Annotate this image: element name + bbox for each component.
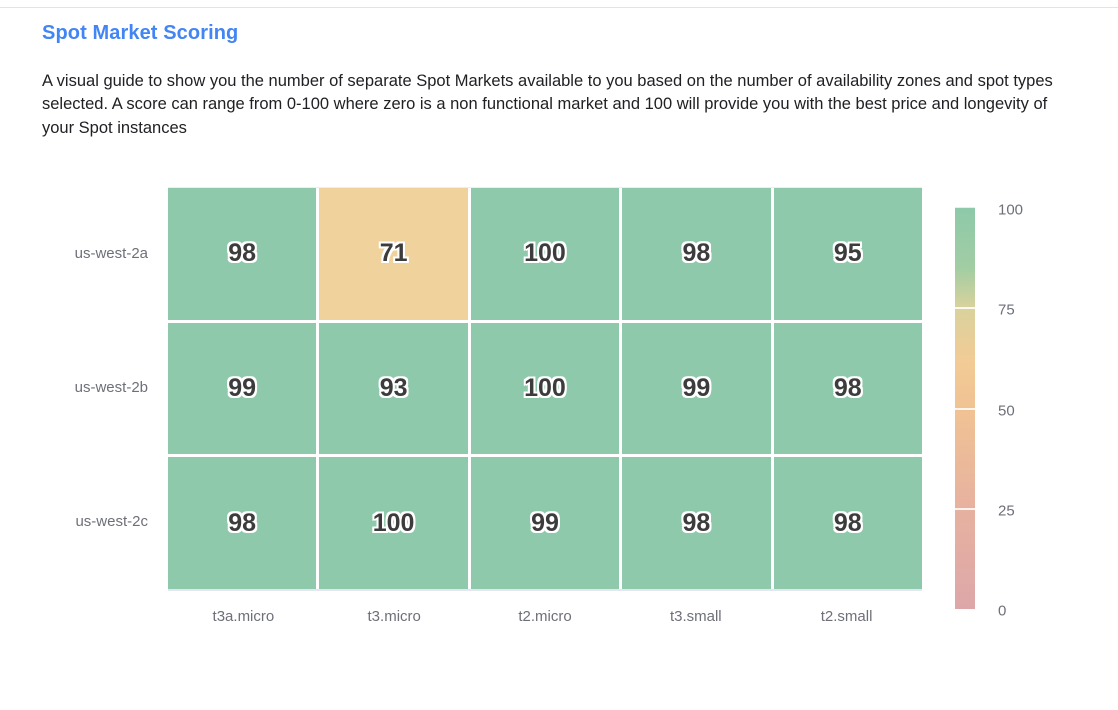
cell-value: 99 xyxy=(531,508,559,537)
heatmap-cell[interactable]: 98 xyxy=(773,457,922,589)
colorbar[interactable] xyxy=(955,207,975,609)
cell-value: 98 xyxy=(833,508,862,537)
cell-value: 95 xyxy=(833,239,862,268)
heatmap-cell[interactable]: 95 xyxy=(773,188,922,320)
colorbar-tick xyxy=(955,507,975,510)
y-axis-labels: us-west-2a us-west-2b us-west-2c xyxy=(40,187,148,588)
colorbar-label: 50 xyxy=(998,402,1015,419)
cell-value: 98 xyxy=(682,239,711,268)
colorbar-label: 25 xyxy=(998,502,1015,520)
heatmap-cell[interactable]: 100 xyxy=(470,188,620,320)
x-axis-label: t2.micro xyxy=(518,607,572,625)
colorbar-label: 100 xyxy=(998,201,1024,219)
x-axis-label: t3a.micro xyxy=(212,607,275,625)
x-axis-labels: t3a.micro t3.micro t2.micro t3.small t2.smal… xyxy=(168,601,922,631)
cell-value: 98 xyxy=(228,508,257,537)
heatmap-cell[interactable]: 99 xyxy=(470,457,620,589)
x-axis-label: t3.small xyxy=(669,607,722,625)
cell-value: 100 xyxy=(372,508,415,537)
page-title: Spot Market Scoring xyxy=(42,22,239,44)
x-axis-label: t2.small xyxy=(820,607,873,625)
heatmap-cell[interactable]: 93 xyxy=(319,322,468,455)
cell-value: 98 xyxy=(228,239,257,268)
x-axis-label: t3.micro xyxy=(367,607,421,625)
cell-value: 98 xyxy=(833,373,862,402)
y-axis-label: us-west-2b xyxy=(74,379,148,396)
heatmap-cell[interactable]: 100 xyxy=(470,322,620,455)
cell-value: 71 xyxy=(379,239,408,268)
cell-value: 98 xyxy=(682,508,711,537)
heatmap-cell[interactable]: 98 xyxy=(168,457,317,589)
heatmap-cell[interactable]: 99 xyxy=(168,322,317,455)
cell-value: 99 xyxy=(682,373,711,402)
cell-value: 99 xyxy=(228,373,257,402)
page-description: A visual guide to show you the number of… xyxy=(42,72,1053,137)
heatmap-cell[interactable]: 98 xyxy=(622,188,771,320)
heatmap-cell[interactable]: 98 xyxy=(168,188,317,320)
heatmap-cell[interactable]: 98 xyxy=(773,322,922,455)
y-axis-label: us-west-2c xyxy=(75,512,148,530)
cell-value: 93 xyxy=(379,373,408,402)
heatmap-cell[interactable]: 99 xyxy=(622,322,771,455)
cell-value: 100 xyxy=(524,373,566,402)
colorbar-tick xyxy=(955,407,975,410)
heatmap-cell[interactable]: 100 xyxy=(319,457,468,589)
colorbar-labels: 100 75 50 25 0 xyxy=(998,202,1058,620)
heatmap-grid: 98 71 100 98 95 99 93 100 99 98 98 100 99 98 98 xyxy=(168,187,922,591)
heatmap-cell[interactable]: 98 xyxy=(622,457,771,589)
colorbar-tick xyxy=(955,307,975,310)
top-divider xyxy=(0,7,1118,8)
colorbar-label: 0 xyxy=(998,602,1007,620)
cell-value: 100 xyxy=(524,239,566,268)
colorbar-label: 75 xyxy=(998,301,1015,319)
heatmap-cell[interactable]: 71 xyxy=(319,188,468,320)
y-axis-label: us-west-2a xyxy=(74,245,148,263)
